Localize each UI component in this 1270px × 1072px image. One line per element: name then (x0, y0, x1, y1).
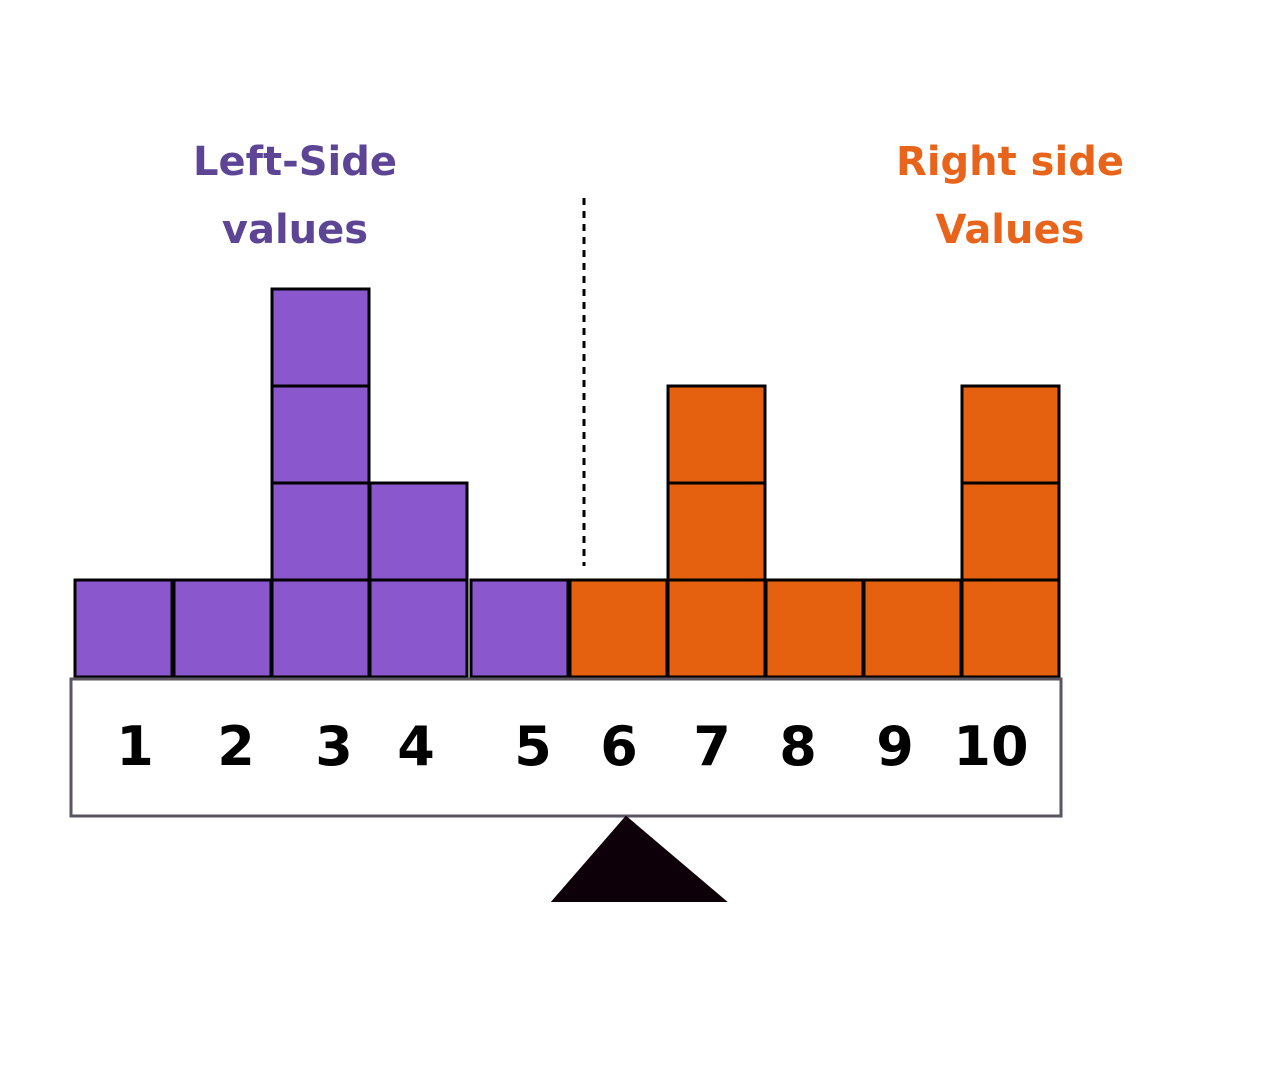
block-3-3 (270, 384, 371, 485)
block-1-1 (73, 578, 174, 679)
block-6-1 (568, 578, 669, 679)
left-side-heading: Left-Side values (170, 128, 420, 264)
block-3-2 (270, 481, 371, 582)
fulcrum-triangle (550, 815, 728, 902)
block-10-3 (960, 384, 1061, 485)
number-labels: 1 2 3 4 5 6 7 8 9 10 (116, 715, 1028, 778)
number-beam (69, 677, 1063, 818)
block-2-1 (172, 578, 273, 679)
block-7-2 (666, 481, 767, 582)
number-label-6: 6 (600, 715, 638, 778)
block-3-1 (270, 578, 371, 679)
block-8-1 (764, 578, 865, 679)
number-label-1: 1 (116, 715, 154, 778)
right-side-heading: Right side Values (880, 128, 1140, 264)
number-label-2: 2 (217, 715, 255, 778)
block-10-1 (960, 578, 1061, 679)
number-label-4: 4 (397, 715, 435, 778)
block-stacks (73, 287, 1061, 679)
number-label-10: 10 (953, 715, 1028, 778)
block-3-4 (270, 287, 371, 388)
block-7-3 (666, 384, 767, 485)
right-heading-line2: Values (935, 207, 1085, 253)
block-9-1 (862, 578, 963, 679)
number-label-9: 9 (876, 715, 914, 778)
block-4-1 (368, 578, 469, 679)
left-heading-line1: Left-Side (192, 139, 398, 185)
block-10-2 (960, 481, 1061, 582)
number-label-3: 3 (315, 715, 353, 778)
number-label-5: 5 (514, 715, 552, 778)
right-heading-line1: Right side (896, 139, 1124, 185)
number-label-8: 8 (779, 715, 817, 778)
block-7-1 (666, 578, 767, 679)
block-4-2 (368, 481, 469, 582)
number-label-7: 7 (693, 715, 731, 778)
block-5-1 (469, 578, 570, 679)
left-heading-line2: values (221, 207, 369, 253)
